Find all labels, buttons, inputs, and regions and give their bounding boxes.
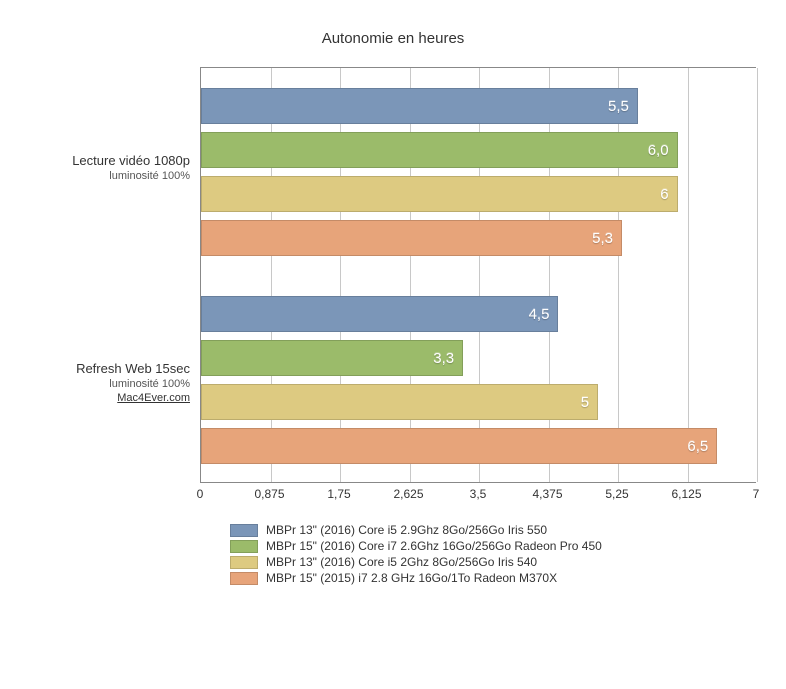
- category-label: Refresh Web 15sec luminosité 100% Mac4Ever…: [30, 361, 190, 404]
- source-link[interactable]: Mac4Ever.com: [117, 392, 190, 404]
- chart-title: Autonomie en heures: [30, 30, 756, 47]
- x-tick-label: 2,625: [393, 487, 423, 501]
- bar: 6,5: [201, 428, 717, 464]
- gridline: [757, 68, 758, 482]
- legend-label: MBPr 15" (2015) i7 2.8 GHz 16Go/1To Rade…: [266, 571, 557, 585]
- x-tick-label: 1,75: [327, 487, 350, 501]
- x-tick-label: 4,375: [532, 487, 562, 501]
- legend-swatch: [230, 572, 258, 585]
- legend-item: MBPr 15" (2015) i7 2.8 GHz 16Go/1To Rade…: [230, 571, 756, 585]
- bar: 5: [201, 384, 598, 420]
- legend-item: MBPr 15" (2016) Core i7 2.6Ghz 16Go/256G…: [230, 539, 756, 553]
- x-tick-label: 7: [753, 487, 760, 501]
- legend-item: MBPr 13" (2016) Core i5 2Ghz 8Go/256Go I…: [230, 555, 756, 569]
- legend-swatch: [230, 540, 258, 553]
- category-label-main: Refresh Web 15sec: [30, 361, 190, 376]
- plot-area: 5,5 6,0 6 5,3 4,5 3,3 5 6,5: [200, 67, 756, 483]
- legend-swatch: [230, 524, 258, 537]
- x-tick-label: 3,5: [470, 487, 487, 501]
- x-axis: 00,8751,752,6253,54,3755,256,1257: [200, 483, 756, 507]
- chart-frame: Lecture vidéo 1080pluminosité 100%Refres…: [30, 67, 756, 483]
- gridline: [688, 68, 689, 482]
- legend-label: MBPr 13" (2016) Core i5 2.9Ghz 8Go/256Go…: [266, 523, 547, 537]
- legend-swatch: [230, 556, 258, 569]
- bar: 4,5: [201, 296, 558, 332]
- bar: 6: [201, 176, 678, 212]
- x-tick-label: 0: [197, 487, 204, 501]
- bar: 6,0: [201, 132, 678, 168]
- category-label: Lecture vidéo 1080p luminosité 100%: [30, 153, 190, 182]
- bar: 5,3: [201, 220, 622, 256]
- legend-label: MBPr 15" (2016) Core i7 2.6Ghz 16Go/256G…: [266, 539, 602, 553]
- legend-item: MBPr 13" (2016) Core i5 2.9Ghz 8Go/256Go…: [230, 523, 756, 537]
- category-label-main: Lecture vidéo 1080p: [30, 153, 190, 168]
- x-tick-label: 6,125: [671, 487, 701, 501]
- legend: MBPr 13" (2016) Core i5 2.9Ghz 8Go/256Go…: [230, 523, 756, 585]
- category-label-sub: luminosité 100%: [30, 170, 190, 182]
- bar: 5,5: [201, 88, 638, 124]
- gridline: [618, 68, 619, 482]
- legend-label: MBPr 13" (2016) Core i5 2Ghz 8Go/256Go I…: [266, 555, 537, 569]
- y-axis-labels: Lecture vidéo 1080pluminosité 100%Refres…: [30, 67, 200, 483]
- category-label-sub: luminosité 100%: [30, 378, 190, 390]
- x-tick-label: 5,25: [605, 487, 628, 501]
- bar: 3,3: [201, 340, 463, 376]
- x-tick-label: 0,875: [254, 487, 284, 501]
